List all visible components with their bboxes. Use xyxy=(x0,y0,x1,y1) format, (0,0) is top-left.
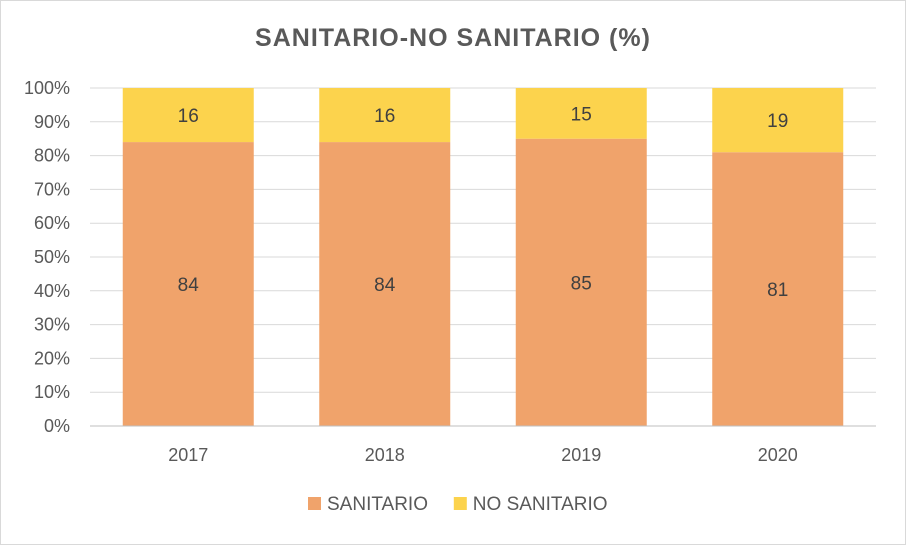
legend-label: SANITARIO xyxy=(327,494,428,515)
bar-no-sanitario-2017 xyxy=(122,88,254,143)
y-tick-label: 80% xyxy=(34,146,70,166)
y-tick-label: 100% xyxy=(24,78,70,98)
data-label: 85 xyxy=(571,273,592,294)
data-label: 84 xyxy=(178,275,200,296)
bar-sanitario-2019 xyxy=(515,138,647,426)
y-tick-label: 20% xyxy=(34,348,70,368)
data-label: 16 xyxy=(178,106,199,127)
y-tick-label: 50% xyxy=(34,247,70,267)
y-tick-label: 0% xyxy=(44,416,70,436)
data-label: 19 xyxy=(767,111,788,132)
data-label: 15 xyxy=(571,104,592,125)
bar-no-sanitario-2019 xyxy=(515,88,647,139)
x-tick-label: 2020 xyxy=(758,445,798,465)
chart-title: SANITARIO-NO SANITARIO (%) xyxy=(255,24,651,52)
data-label: 81 xyxy=(767,280,788,301)
x-tick-label: 2017 xyxy=(168,445,208,465)
x-tick-label: 2019 xyxy=(561,445,601,465)
bar-sanitario-2017 xyxy=(122,142,254,426)
y-tick-label: 70% xyxy=(34,179,70,199)
legend-label: NO SANITARIO xyxy=(473,494,608,515)
y-tick-label: 90% xyxy=(34,112,70,132)
y-tick-label: 30% xyxy=(34,315,70,335)
legend-swatch xyxy=(453,497,467,510)
y-tick-label: 60% xyxy=(34,213,70,233)
bar-sanitario-2020 xyxy=(712,152,844,426)
bar-sanitario-2018 xyxy=(319,142,451,426)
bar-no-sanitario-2018 xyxy=(319,88,451,143)
y-tick-label: 10% xyxy=(34,382,70,402)
data-label: 16 xyxy=(374,106,395,127)
bar-no-sanitario-2020 xyxy=(712,88,844,153)
data-label: 84 xyxy=(374,275,396,296)
y-tick-label: 40% xyxy=(34,281,70,301)
legend-swatch xyxy=(308,497,321,510)
x-tick-label: 2018 xyxy=(365,445,405,465)
